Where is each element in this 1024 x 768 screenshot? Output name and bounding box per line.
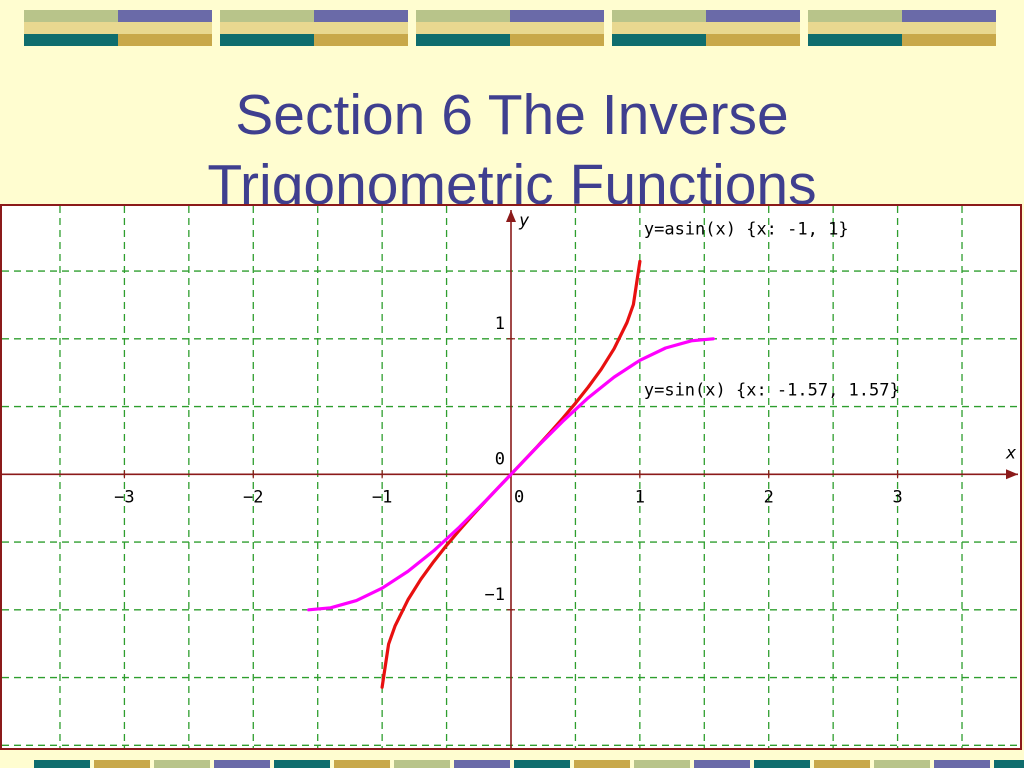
x-axis-label: x [1005,443,1017,463]
band-tile [24,10,212,46]
band-block [754,760,810,768]
band-tile [220,10,408,46]
x-tick-label: 0 [514,487,524,507]
band-block [94,760,150,768]
x-tick-label: 1 [635,487,645,507]
band-block [454,760,510,768]
band-block [994,760,1024,768]
series-label-asin: y=asin(x) {x: -1, 1} [644,219,849,239]
band-tile [612,10,800,46]
band-block [154,760,210,768]
series-line-sin [307,337,715,612]
band-tile [416,10,604,46]
band-block [634,760,690,768]
band-tile [808,10,996,46]
axes [2,210,1018,748]
series-label-sin: y=sin(x) {x: -1.57, 1.57} [644,381,900,401]
band-block [694,760,750,768]
title-line-2: Trigonometric Functions [207,153,817,210]
chart-labels: −3 −2 −1 0 1 2 3 1 0 −1 x y y=asin(x) {x: -1, 1} y=si… [114,211,1017,605]
decorative-top-band [24,10,996,46]
curves [307,259,715,689]
band-block [334,760,390,768]
band-block [574,760,630,768]
x-tick-label: −2 [243,487,263,507]
x-axis-arrow [1006,469,1018,480]
band-block [34,760,90,768]
decorative-bottom-band [34,760,1024,768]
x-tick-label: −3 [114,487,134,507]
x-tick-label: 2 [764,487,774,507]
y-tick-label: 0 [495,449,505,469]
y-axis-label: y [518,211,530,231]
band-block [394,760,450,768]
function-graph: −3 −2 −1 0 1 2 3 1 0 −1 x y y=asin(x) {x: -1, 1} y=si… [2,206,1020,748]
y-tick-label: −1 [485,585,505,605]
slide-title: Section 6 The Inverse Trigonometric Func… [0,80,1024,210]
x-tick-label: 3 [892,487,902,507]
band-block [814,760,870,768]
band-block [214,760,270,768]
band-block [274,760,330,768]
y-axis-arrow [506,210,516,222]
title-line-1: Section 6 The Inverse [235,83,789,147]
band-block [514,760,570,768]
y-tick-label: 1 [495,314,505,334]
band-block [934,760,990,768]
plot-panel: −3 −2 −1 0 1 2 3 1 0 −1 x y y=asin(x) {x: -1, 1} y=si… [0,204,1022,750]
x-tick-label: −1 [372,487,392,507]
band-block [874,760,930,768]
